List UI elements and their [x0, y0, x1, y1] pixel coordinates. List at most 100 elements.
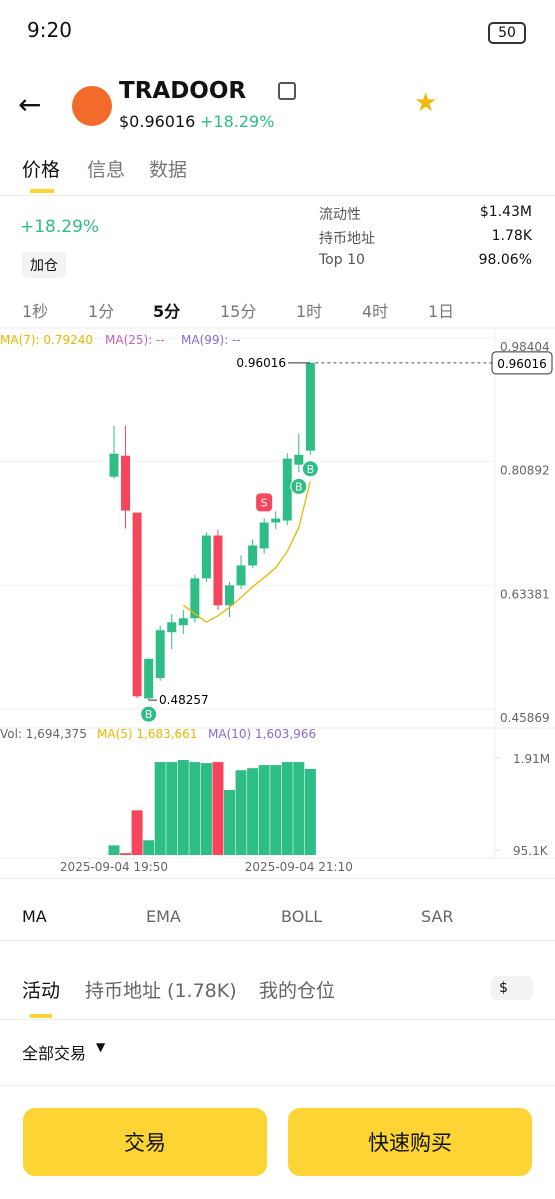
- activity-tab[interactable]: 持币地址 (1.78K): [85, 980, 237, 1002]
- trade-button[interactable]: 交易: [23, 1108, 267, 1176]
- volume-bar: [189, 762, 201, 855]
- battery: 50: [488, 22, 526, 44]
- trade-marker: [301, 460, 319, 478]
- chart: 0.45869 0.63381 0.80892 0.98404 95.1K 1.91M MA…: [0, 327, 555, 874]
- divider: [0, 195, 555, 196]
- filter[interactable]: 全部交易: [22, 1044, 87, 1063]
- candle-body: [213, 535, 223, 606]
- candle-body: [259, 522, 269, 549]
- tab[interactable]: 信息: [87, 159, 126, 181]
- volume-legend: MA(5) 1,683,661: [97, 727, 197, 741]
- candle-body: [271, 518, 281, 523]
- volume-bar: [258, 765, 270, 855]
- volume-bar: [281, 762, 293, 855]
- volume-bar: [270, 765, 282, 855]
- indicator[interactable]: MA: [22, 907, 47, 926]
- interval[interactable]: 1日: [428, 302, 455, 321]
- volume-bar: [224, 789, 235, 855]
- trade-marker: [140, 705, 158, 723]
- volume-bar: [247, 768, 259, 855]
- interval[interactable]: 1时: [296, 302, 323, 321]
- volume-bar: [108, 845, 120, 855]
- volume-bar: [120, 853, 132, 855]
- y-tick-label: 0.63381: [500, 587, 550, 601]
- interval[interactable]: 15分: [220, 302, 257, 321]
- candle-body: [109, 453, 119, 477]
- volume-legend: MA(10) 1,603,966: [208, 727, 316, 741]
- volume-legend: Vol: 1,694,375: [0, 727, 87, 741]
- trade-marker-label: B: [295, 480, 303, 493]
- y2-tick-label: 95.1K: [513, 844, 549, 858]
- volume-bar: [166, 762, 178, 855]
- interval[interactable]: 5分: [153, 302, 181, 321]
- stat-value: 1.78K: [491, 228, 532, 244]
- tab[interactable]: 价格: [22, 159, 61, 181]
- interval[interactable]: 1秒: [22, 302, 49, 321]
- divider: [0, 1019, 555, 1020]
- candle-body: [248, 545, 258, 566]
- divider: [0, 1085, 555, 1086]
- back-button[interactable]: ←: [18, 88, 42, 121]
- stat-label: 持币地址: [319, 231, 375, 247]
- candle-body: [178, 618, 188, 626]
- stat-label: Top 10: [319, 252, 365, 268]
- low-label: 0.48257: [159, 693, 209, 707]
- volume-bar: [304, 768, 316, 855]
- volume-bar: [154, 762, 166, 855]
- volume-bar: [143, 840, 155, 855]
- y-tick-label: 0.98404: [500, 340, 550, 354]
- trade-marker-label: B: [145, 708, 153, 721]
- quick-buy-button[interactable]: 快速购买: [288, 1108, 532, 1176]
- candle-body: [121, 455, 131, 511]
- stat-label: 流动性: [319, 207, 361, 223]
- x-tick-label: 2025-09-04 21:10: [245, 860, 353, 874]
- tab-indicator: [30, 189, 54, 193]
- candle-body: [236, 565, 246, 586]
- candle-body: [305, 362, 315, 451]
- volume-bar: [200, 763, 212, 855]
- last-price-tag: [491, 351, 553, 375]
- volume-bar: [131, 810, 143, 855]
- candle-body: [155, 630, 165, 678]
- change: +18.29%: [20, 217, 100, 237]
- interval[interactable]: 1分: [88, 302, 115, 321]
- y2-tick-label: 1.91M: [513, 752, 550, 766]
- favorite[interactable]: ★: [414, 88, 438, 118]
- token-logo: [72, 86, 112, 126]
- trade-marker: [290, 477, 308, 495]
- candle-body: [167, 622, 177, 633]
- indicator[interactable]: BOLL: [281, 907, 323, 926]
- clock: 9:20: [27, 18, 72, 42]
- trade-marker-label: S: [261, 496, 268, 509]
- candle-body: [294, 454, 304, 465]
- indicator[interactable]: EMA: [146, 907, 181, 926]
- volume-bar: [212, 762, 224, 855]
- y-tick-label: 0.80892: [500, 464, 550, 478]
- candle-body: [201, 535, 211, 579]
- dropdown-arrow: ▼: [96, 1040, 106, 1054]
- activity-tab[interactable]: 活动: [22, 980, 61, 1002]
- copy[interactable]: [278, 82, 296, 100]
- candle-body: [225, 585, 234, 606]
- stat-value: 98.06%: [478, 252, 532, 268]
- high-label: 0.96016: [236, 356, 286, 370]
- candle-body: [144, 658, 154, 699]
- ma-legend: MA(25): --: [105, 333, 165, 347]
- ma7-line: [182, 481, 311, 623]
- token-change: +18.29%: [200, 112, 275, 131]
- volume-bar: [293, 762, 305, 855]
- x-tick-label: 2025-09-04 19:50: [60, 860, 168, 874]
- add-button[interactable]: 加仓: [22, 252, 66, 278]
- last-price-label: 0.96016: [497, 357, 547, 371]
- token-price: $0.96016: [119, 112, 196, 131]
- y-tick-label: 0.45869: [500, 711, 550, 725]
- volume-bar: [177, 760, 189, 855]
- indicator[interactable]: SAR: [421, 907, 454, 926]
- tab[interactable]: 数据: [149, 159, 188, 181]
- activity-tab[interactable]: 我的仓位: [259, 980, 336, 1002]
- currency-toggle[interactable]: $: [491, 976, 533, 1000]
- ma-legend: MA(7): 0.79240: [0, 333, 93, 347]
- interval[interactable]: 4时: [362, 302, 389, 321]
- tab-indicator: [30, 1014, 52, 1018]
